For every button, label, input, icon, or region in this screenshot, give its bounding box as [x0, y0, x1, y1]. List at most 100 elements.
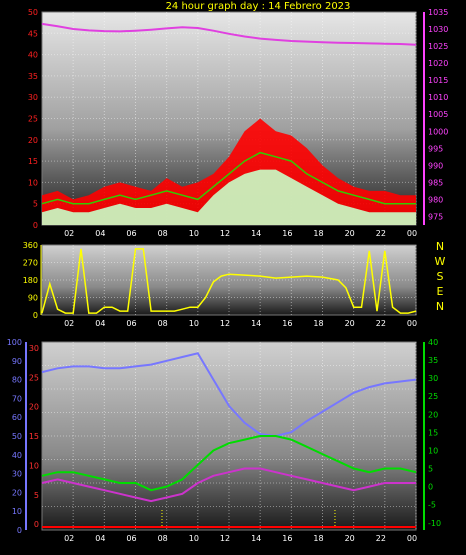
x-tick-label: 22: [376, 319, 386, 328]
x-tick-label: 20: [345, 534, 355, 543]
temperature-tick-label: 5: [428, 465, 433, 474]
temperature-tick-label: 15: [428, 428, 438, 437]
x-tick-label: 02: [64, 534, 74, 543]
x-tick-label: 02: [64, 229, 74, 238]
x-tick-label: 06: [126, 319, 136, 328]
compass-label: S: [437, 270, 444, 283]
x-tick-label: 00: [407, 229, 417, 238]
x-tick-label: 14: [251, 229, 261, 238]
temperature-tick-label: 40: [428, 338, 438, 347]
rain-tick-label: 5: [34, 491, 39, 500]
plot-area: [41, 341, 417, 531]
wind-direction-chart: 02 04 06 08 10 12 14 16 18 20 22 00 360 270 180 90 0: [23, 241, 417, 328]
direction-tick-label: 360: [23, 241, 38, 250]
humidity-tick-label: 90: [12, 357, 22, 366]
plot-area: [41, 244, 417, 316]
humidity-tick-label: 50: [12, 432, 22, 441]
compass-label: N: [436, 300, 444, 313]
x-tick-label: 08: [158, 319, 168, 328]
temperature-tick-label: -5: [428, 501, 436, 510]
right-tick-label: 1020: [428, 59, 448, 68]
left-tick-label: 50: [28, 8, 38, 17]
direction-tick-label: 0: [33, 311, 38, 320]
left-tick-label: 30: [28, 93, 38, 102]
rain-tick-label: 10: [29, 461, 39, 470]
left-tick-label: 35: [28, 72, 38, 81]
x-tick-label: 14: [251, 534, 261, 543]
x-tick-label: 04: [95, 534, 105, 543]
x-tick-label: 20: [345, 319, 355, 328]
right-tick-label: 990: [428, 161, 443, 170]
x-tick-label: 12: [220, 319, 230, 328]
rain-tick-label: 0: [34, 520, 39, 529]
x-tick-label: 08: [158, 534, 168, 543]
temperature-line: [41, 435, 417, 492]
direction-tick-label: 180: [23, 276, 38, 285]
temperature-tick-label: 30: [428, 374, 438, 383]
x-tick-label: 00: [407, 319, 417, 328]
x-tick-label: 04: [95, 319, 105, 328]
right-tick-label: 995: [428, 144, 443, 153]
humidity-tick-label: 40: [12, 451, 22, 460]
x-tick-label: 10: [189, 534, 199, 543]
x-tick-label: 22: [376, 229, 386, 238]
wind-pressure-chart: 02 04 06 08 10 12 14 16 18 20 22 005045403530252015…: [28, 8, 449, 238]
x-tick-label: 06: [126, 229, 136, 238]
x-tick-label: 10: [189, 229, 199, 238]
left-tick-label: 5: [33, 200, 38, 209]
left-tick-label: 45: [28, 29, 38, 38]
wind_avg-line: [41, 151, 416, 205]
x-tick-label: 16: [282, 229, 292, 238]
direction-tick-label: 270: [23, 259, 38, 268]
rain-tick-label: 30: [29, 344, 39, 353]
humidity-line: [41, 352, 417, 438]
x-tick-label: 18: [313, 534, 323, 543]
temperature-tick-label: 20: [428, 410, 438, 419]
direction-line: [41, 248, 417, 314]
left-tick-label: 25: [28, 115, 38, 124]
humidity-tick-label: 60: [12, 413, 22, 422]
humidity-tick-label: 100: [7, 338, 22, 347]
dewpoint-line: [41, 467, 416, 503]
right-tick-label: 1005: [428, 110, 448, 119]
right-tick-label: 980: [428, 195, 443, 204]
right-tick-label: 1035: [428, 8, 448, 17]
right-tick-label: 1015: [428, 76, 448, 85]
x-tick-label: 06: [126, 534, 136, 543]
temperature-tick-label: 35: [428, 356, 438, 365]
right-tick-label: 1030: [428, 25, 448, 34]
right-tick-label: 1025: [428, 42, 448, 51]
x-tick-label: 14: [251, 319, 261, 328]
left-tick-label: 20: [28, 136, 38, 145]
pressure-line: [41, 22, 417, 46]
x-tick-label: 16: [282, 534, 292, 543]
x-tick-label: 12: [220, 534, 230, 543]
temperature-tick-label: 0: [428, 483, 433, 492]
x-tick-label: 16: [282, 319, 292, 328]
right-tick-label: 975: [428, 212, 443, 221]
right-tick-label: 985: [428, 178, 443, 187]
left-tick-label: 40: [28, 51, 38, 60]
humidity-tick-label: 80: [12, 376, 22, 385]
rain-tick-label: 25: [29, 373, 39, 382]
temperature-tick-label: 10: [428, 446, 438, 455]
x-tick-label: 02: [64, 319, 74, 328]
humidity-tick-label: 30: [12, 470, 22, 479]
humidity-tick-label: 70: [12, 394, 22, 403]
x-tick-label: 18: [313, 319, 323, 328]
right-tick-label: 1010: [428, 93, 448, 102]
temperature-tick-label: 25: [428, 392, 438, 401]
humidity-tick-label: 20: [12, 488, 22, 497]
left-tick-label: 15: [28, 157, 38, 166]
temperature-tick-label: -10: [428, 519, 441, 528]
compass-label: E: [437, 285, 444, 298]
rain-tick-label: 20: [29, 403, 39, 412]
x-tick-label: 10: [189, 319, 199, 328]
graph-title: 24 hour graph day : 14 Febrero 2023: [166, 1, 351, 12]
wind-area: [42, 169, 416, 225]
direction-tick-label: 90: [28, 294, 38, 303]
x-tick-label: 12: [220, 229, 230, 238]
humidity-tick-label: 10: [12, 507, 22, 516]
